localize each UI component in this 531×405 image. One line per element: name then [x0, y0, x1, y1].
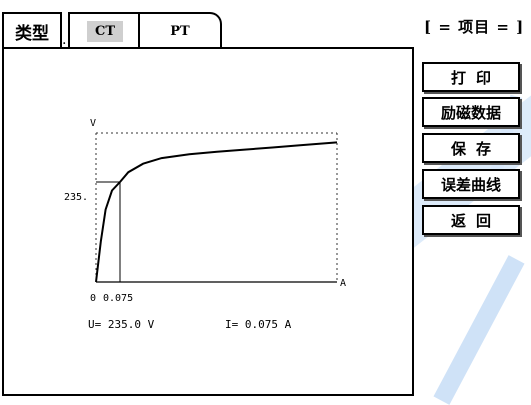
return-button[interactable]: 返回: [422, 205, 520, 235]
voltage-readout: U= 235.0 V: [88, 318, 155, 331]
tab-ct-label: CT: [86, 20, 124, 42]
x-axis-label: A: [340, 278, 346, 289]
excitation-curve: [95, 141, 338, 283]
tab-type-label: 类型: [15, 23, 49, 44]
print-button[interactable]: 打印: [422, 62, 520, 92]
x-tick-label-0: 0: [90, 293, 96, 304]
error-curve-button[interactable]: 误差曲线: [422, 169, 520, 199]
return-button-label: 返回: [450, 211, 501, 230]
tab-pt[interactable]: PT: [138, 12, 222, 48]
tab-pt-label: PT: [170, 23, 190, 39]
save-button[interactable]: 保存: [422, 133, 520, 163]
y-axis-label: V: [90, 118, 96, 129]
y-tick-label: 235.: [64, 192, 88, 203]
print-button-label: 打印: [450, 68, 501, 87]
series-layer: [95, 141, 338, 283]
excitation-data-button-label: 励磁数据: [440, 103, 501, 122]
excitation-data-button[interactable]: 励磁数据: [422, 97, 520, 127]
current-readout: I= 0.075 A: [225, 318, 292, 331]
save-button-label: 保存: [450, 139, 501, 158]
tab-separator: .: [62, 32, 67, 48]
excitation-chart: V A 235. 0 0.075: [64, 118, 346, 304]
tab-ct[interactable]: CT: [68, 12, 142, 48]
chart-panel: V A 235. 0 0.075: [2, 47, 414, 396]
tab-type[interactable]: 类型: [2, 12, 62, 48]
background-stripe: [433, 255, 525, 405]
x-tick-label-1: 0.075: [103, 293, 133, 304]
error-curve-button-label: 误差曲线: [440, 175, 501, 194]
menu-title: [ = 项目 = ]: [424, 18, 525, 36]
